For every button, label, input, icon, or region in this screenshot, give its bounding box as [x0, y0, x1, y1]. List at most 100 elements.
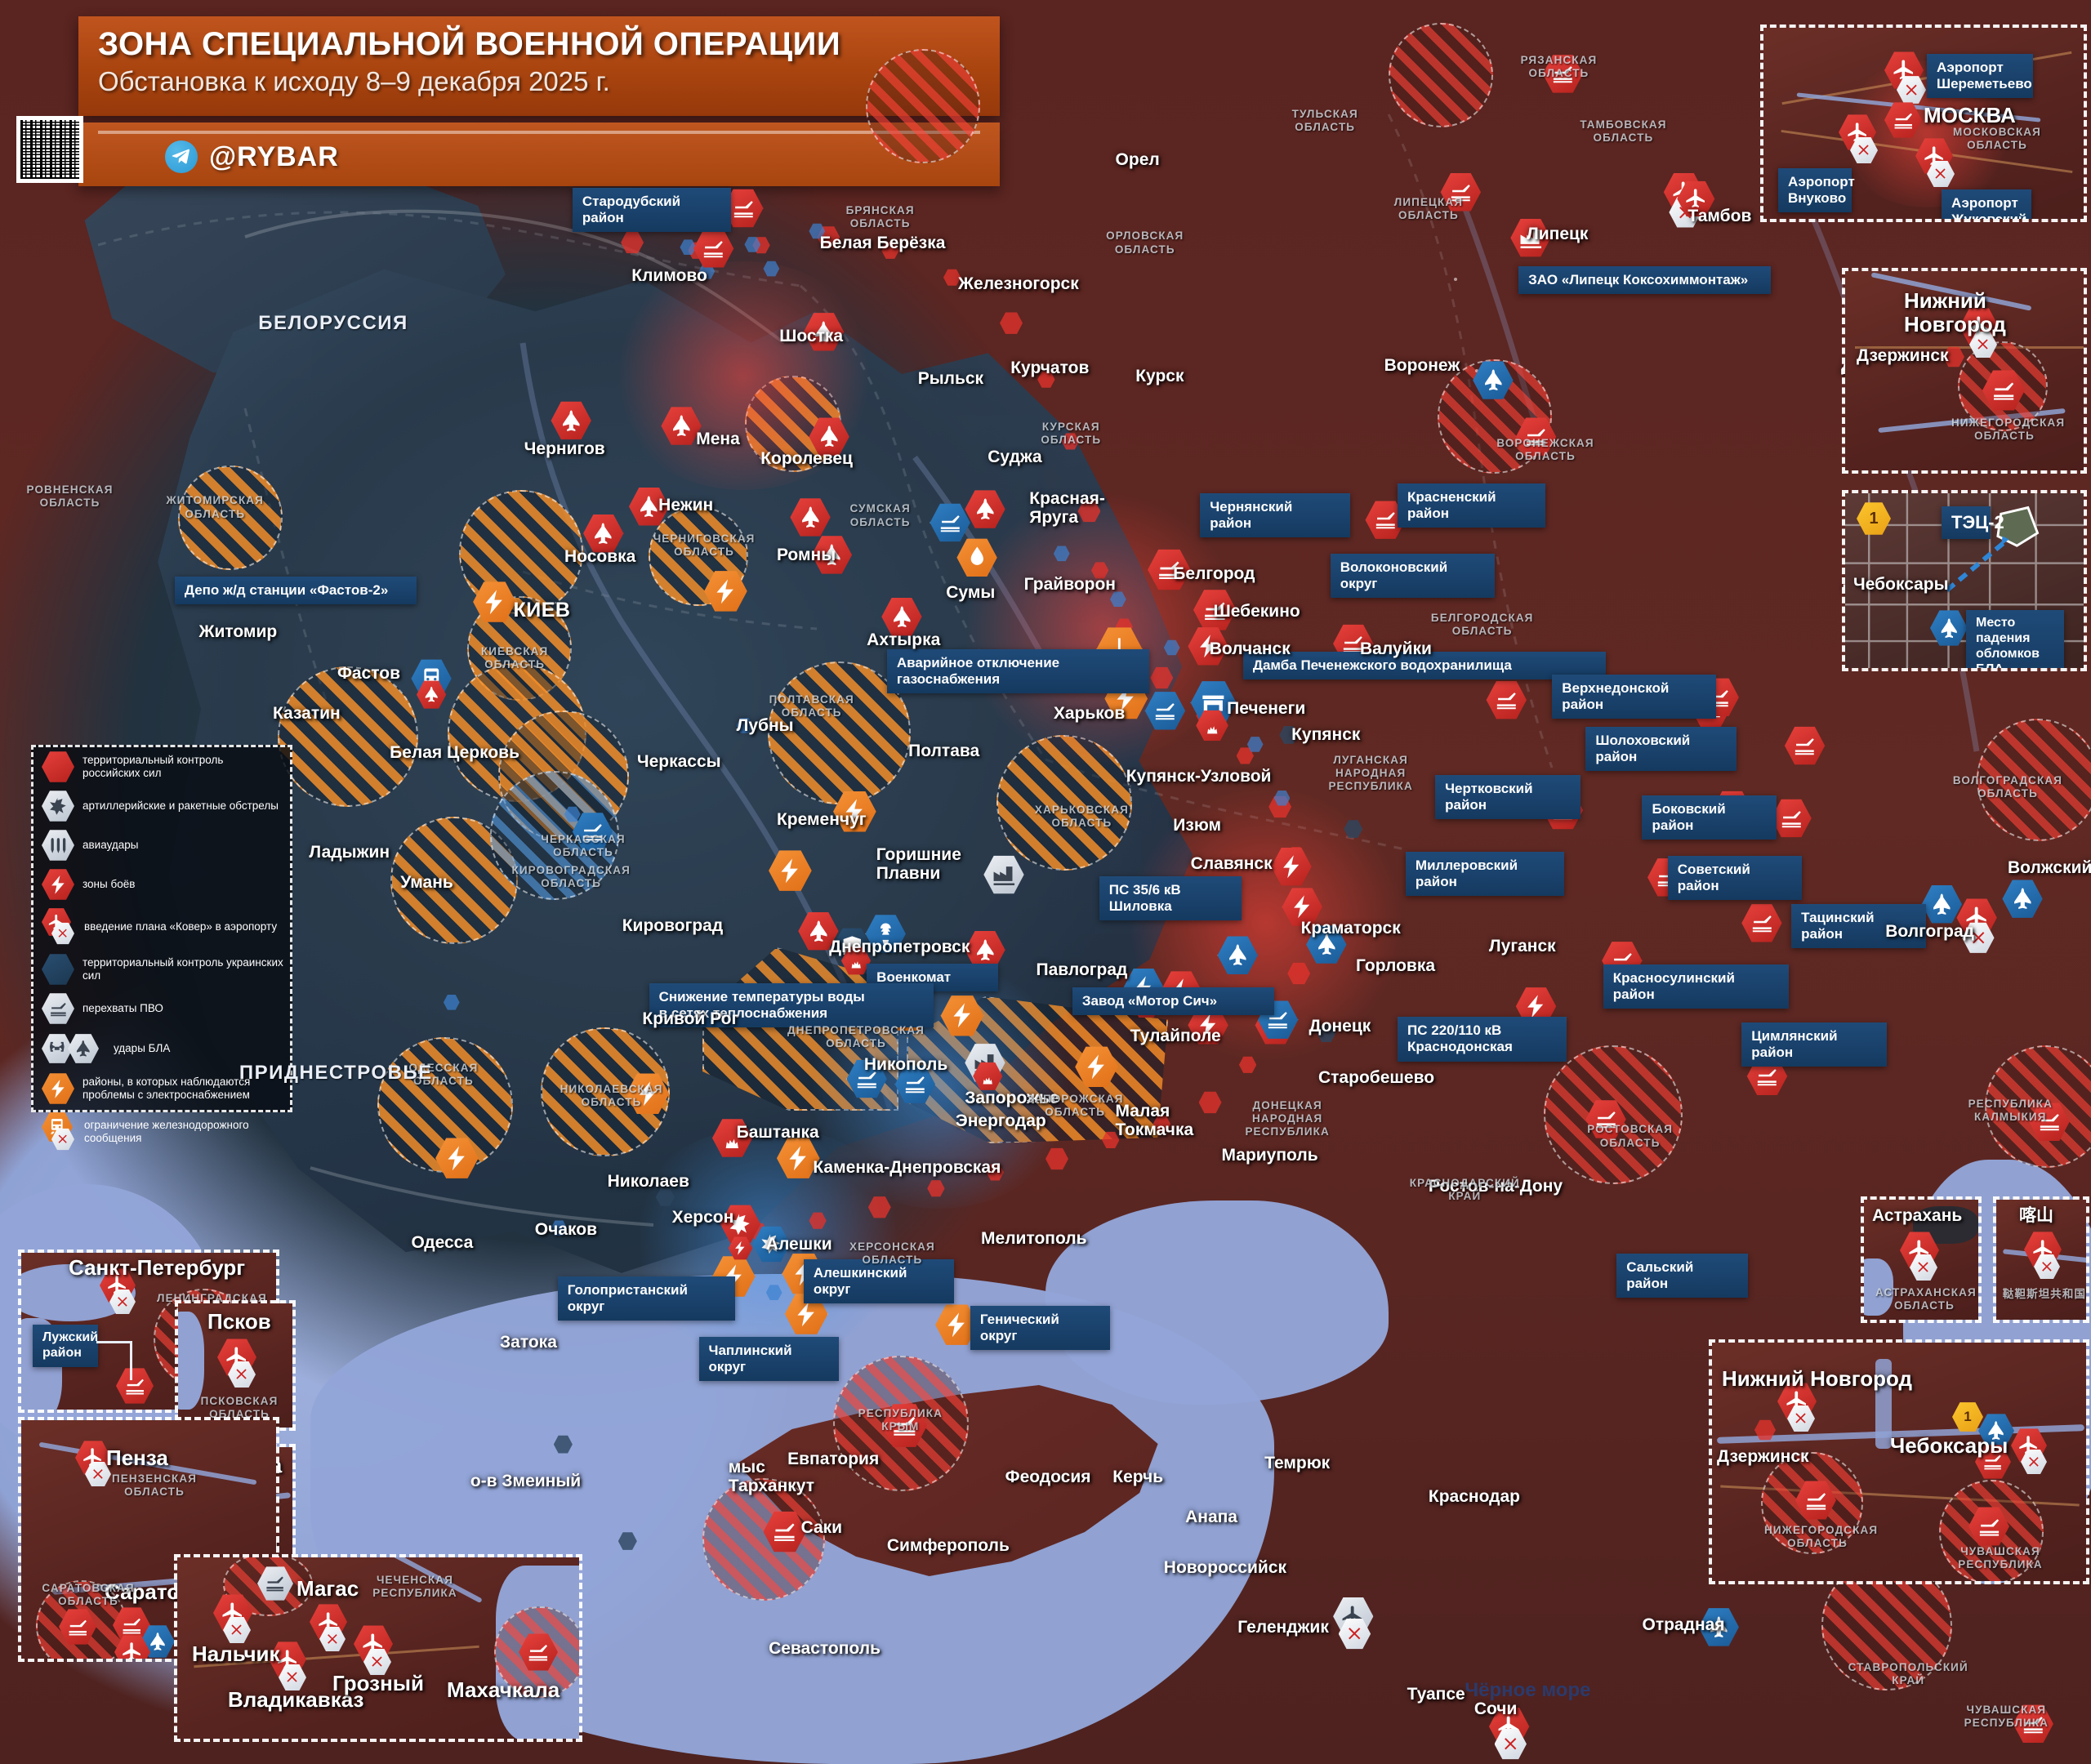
city-label: Харьков: [1053, 704, 1126, 724]
callout-label[interactable]: ЗАО «Липецк Коксохиммонтаж»: [1518, 265, 1772, 294]
legend-label: введение плана «Ковер» в аэропорту: [84, 920, 278, 933]
inset-city-spb: Санкт-Петербург: [69, 1255, 246, 1280]
territorial-control-hex: [698, 264, 716, 279]
territorial-control-hex: [1053, 546, 1070, 562]
callout-label[interactable]: Красненский район: [1398, 483, 1546, 528]
page-title: ЗОНА СПЕЦИАЛЬНОЙ ВОЕННОЙ ОПЕРАЦИИ: [98, 26, 841, 62]
tank-icon: [846, 1059, 887, 1098]
mushroom-icon: [865, 915, 906, 953]
region-label: ХЕРСОНСКАЯ ОБЛАСТЬ: [849, 1240, 935, 1266]
callout-luzhsky[interactable]: Лужский район: [33, 1325, 98, 1367]
qr-code-icon: [16, 116, 83, 183]
territorial-control-hex: [1287, 962, 1311, 985]
territorial-control-hex: [1246, 737, 1264, 752]
city-label: Казатин: [272, 704, 341, 724]
city-label: Керчь: [1112, 1467, 1164, 1486]
territorial-control-hex: [763, 261, 780, 277]
territorial-control-hex: [553, 1435, 573, 1454]
inset-city-astrakhan: Астрахань: [1872, 1206, 1963, 1225]
city-label: КИЕВ: [513, 598, 571, 621]
callout-label[interactable]: Генический округ: [970, 1306, 1110, 1351]
callout-label[interactable]: Волоконовский округ: [1330, 553, 1495, 598]
callout-label[interactable]: Дамба Печенежского водохранилища: [1242, 651, 1607, 679]
city-label: Херсон: [671, 1208, 734, 1227]
bolt-icon: [1282, 888, 1322, 926]
delta: [1864, 1258, 1893, 1316]
callout-label[interactable]: Депо ж/д станции «Фастов-2»: [174, 576, 417, 604]
legend-label: авиаудары: [82, 839, 139, 852]
callout-label[interactable]: Тацинский район: [1791, 904, 1926, 949]
callout-label[interactable]: Верхнедонской район: [1552, 674, 1716, 719]
callout-label[interactable]: Стародубский район: [572, 188, 731, 233]
inset-caucasus[interactable]: Магас Нальчик Владикавказ Грозный Махачк…: [174, 1554, 582, 1742]
callout-label[interactable]: Голопристанский округ: [557, 1276, 735, 1321]
city-label: Сочи: [1474, 1699, 1518, 1719]
region-label: ЖИТОМИРСКАЯ ОБЛАСТЬ: [166, 494, 264, 520]
drone-debris-icon: [1930, 610, 1968, 646]
callout-vnukovo[interactable]: Аэропорт Внуково: [1778, 168, 1855, 213]
region-label: ТУЛЬСКАЯ ОБЛАСТЬ: [1291, 107, 1358, 133]
callout-label[interactable]: Советский район: [1667, 856, 1803, 901]
city-label: Малая Токмачка: [1115, 1102, 1194, 1140]
callout-label[interactable]: Алешкинский округ: [803, 1258, 955, 1303]
inset-cheboksary-tec2[interactable]: 1 ТЭЦ-2 Место падения обломков БЛА Чебок…: [1842, 490, 2087, 671]
city-label: Луганск: [1488, 936, 1556, 956]
territorial-control-hex: [1061, 433, 1080, 450]
callout-label[interactable]: Чертковский район: [1435, 775, 1581, 820]
inset-nizhny-cheboksary-bottom[interactable]: 1 Нижний Новгород Дзержинск Чебоксары НИ…: [1709, 1339, 2089, 1584]
city-label: Павлоград: [1036, 960, 1128, 980]
region-label: ПОЛТАВСКАЯ ОБЛАСТЬ: [769, 693, 854, 719]
inset-city-magas: Магас: [296, 1576, 359, 1601]
city-label: Новороссийск: [1163, 1558, 1286, 1578]
region-label: ЧЕРНИГОВСКАЯ ОБЛАСТЬ: [653, 532, 756, 558]
territorial-control-hex: [1153, 1116, 1170, 1133]
callout-label[interactable]: Аварийное отключение газоснабжения: [886, 648, 1149, 693]
inset-region-astrakhan: АСТРАХАНСКАЯ ОБЛАСТЬ: [1875, 1286, 1977, 1312]
page-subtitle: Обстановка к исходу 8–9 декабря 2025 г.: [98, 66, 610, 96]
tank-icon: [1542, 55, 1584, 93]
inset-region-nn-b: НИЖЕГОРОДСКАЯ ОБЛАСТЬ: [1764, 1524, 1879, 1550]
cross-icon: [1787, 1405, 1815, 1432]
city-label: Белая Берёзка: [819, 234, 946, 253]
callout-label[interactable]: Боковский район: [1642, 795, 1777, 840]
callout-label[interactable]: ПС 35/6 кВ Шиловка: [1099, 875, 1242, 920]
spacer2: [1454, 278, 1457, 281]
inset-city-cheboksary-b: Чебоксары: [1890, 1433, 2009, 1458]
leader-line: [130, 1341, 132, 1380]
territorial-control-hex: [443, 995, 460, 1010]
callout-label[interactable]: Снижение температуры воды в сетях теплос…: [649, 983, 934, 1028]
air-defense-icon: [42, 993, 74, 1024]
inset-pskov[interactable]: Псков ПСКОВСКАЯ ОБЛАСТЬ: [175, 1300, 296, 1431]
city-label: Сумы: [946, 583, 996, 603]
territorial-control-hex: [551, 1220, 568, 1236]
inset-astrakhan[interactable]: Астрахань АСТРАХАНСКАЯ ОБЛАСТЬ: [1861, 1196, 1982, 1323]
train-cross-icon: [42, 1111, 76, 1152]
fire-icon: [840, 947, 872, 975]
inset-kazan[interactable]: 喀山 鞑靼斯坦共和国: [1993, 1196, 2089, 1323]
legend-label: территориальный контроль украинских сил: [82, 956, 283, 982]
inset-city-penza: Пенза: [106, 1446, 168, 1470]
callout-label[interactable]: Чернянский район: [1200, 492, 1351, 537]
callout-label[interactable]: Завод «Мотор Сич»: [1072, 987, 1274, 1016]
telegram-row[interactable]: @RYBAR: [165, 140, 339, 173]
territorial-control-hex: [1279, 726, 1299, 744]
hex-solid-red-icon: [42, 751, 74, 782]
city-label: Рыльск: [917, 369, 984, 389]
inset-moscow[interactable]: МОСКВА МОСКОВСКАЯ ОБЛАСТЬ Аэропорт Шерем…: [1760, 24, 2087, 222]
callout-drone-debris[interactable]: Место падения обломков БЛА: [1966, 610, 2064, 668]
callout-zhukovsky[interactable]: Аэропорт Жуковский: [1942, 189, 2031, 219]
callout-label[interactable]: ПС 220/110 кВ Краснодонская: [1398, 1017, 1567, 1062]
callout-tec2[interactable]: ТЭЦ-2: [1942, 506, 2004, 539]
territorial-control-hex: [1102, 1131, 1120, 1149]
territorial-control-hex: [744, 237, 761, 252]
callout-label[interactable]: Чаплинский округ: [698, 1337, 839, 1382]
territorial-control-hex: [1000, 312, 1023, 334]
callout-label[interactable]: Шолоховский район: [1585, 727, 1737, 772]
callout-label[interactable]: Миллеровский район: [1405, 852, 1565, 897]
region-label: ДНЕПРОПЕТРОВСКАЯ ОБЛАСТЬ: [787, 1023, 925, 1049]
callout-label[interactable]: Цимлянский район: [1741, 1022, 1887, 1067]
callout-label[interactable]: Сальский район: [1616, 1254, 1749, 1298]
callout-label[interactable]: Красносулинский район: [1603, 964, 1789, 1009]
callout-sheremetyevo[interactable]: Аэропорт Шереметьево: [1927, 54, 2033, 99]
inset-nizhny-novgorod-top[interactable]: Нижний Новгород Дзержинск НИЖЕГОРОДСКАЯ …: [1842, 268, 2087, 474]
